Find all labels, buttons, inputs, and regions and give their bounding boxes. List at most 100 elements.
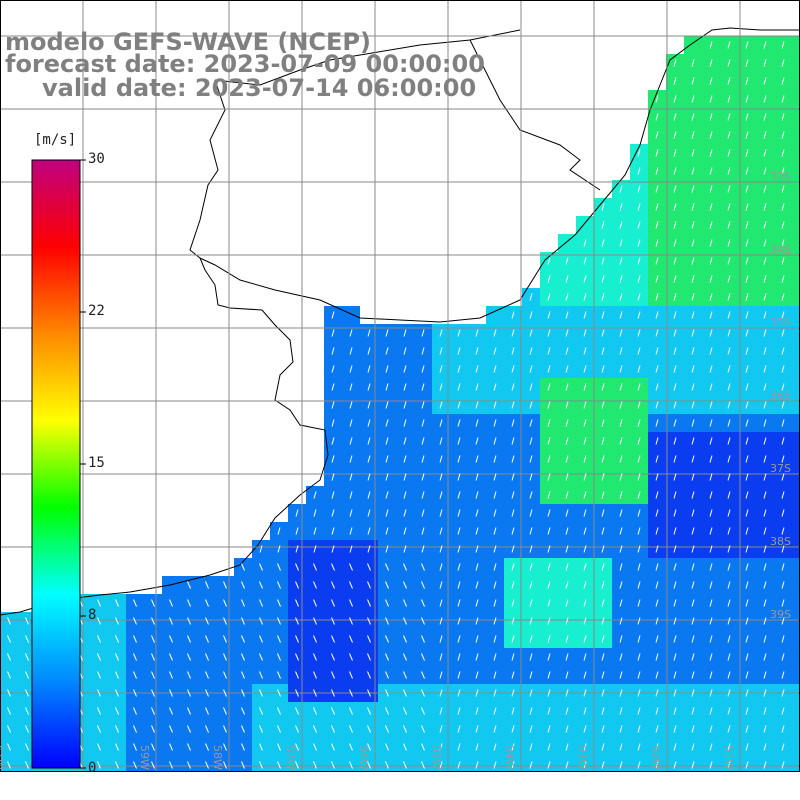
wind-arrow [421,455,425,463]
wind-arrow [403,455,407,463]
wind-arrow [97,707,101,715]
wind-arrow [331,419,335,427]
wind-arrow [385,707,389,715]
wind-arrow [115,617,119,625]
wind-arrow [187,689,191,697]
wind-arrow [673,455,677,463]
wind-arrow [187,743,191,751]
wind-arrow [475,689,479,697]
wind-arrow [691,761,695,769]
wind-arrow [457,671,461,679]
wind-arrow [781,563,785,571]
wind-arrow [637,275,641,283]
wind-arrow [493,617,497,625]
wind-arrow [547,365,551,373]
wind-arrow [745,563,749,571]
wind-arrow [331,527,335,535]
wind-arrow [421,617,425,625]
wind-arrow [115,761,119,769]
wind-arrow [655,509,659,517]
wind-arrow [475,563,479,571]
wind-arrow [763,221,767,229]
wind-arrow [547,293,551,301]
wind-arrow [529,329,533,337]
wind-arrow [205,581,209,589]
wind-arrow [421,419,425,427]
wind-arrow [385,635,389,643]
wind-arrow [529,347,533,355]
wind-arrow [529,401,533,409]
wind-arrow [403,761,407,769]
wind-arrow [259,653,263,661]
wind-arrow [619,653,623,661]
wind-arrow [709,761,713,769]
wind-arrow [331,617,335,625]
wind-arrow [475,725,479,733]
wind-arrow [655,185,659,193]
wind-arrow [169,725,173,733]
wind-arrow [691,185,695,193]
wind-arrow [349,653,353,661]
wind-arrow [619,221,623,229]
wind-arrow [493,635,497,643]
wind-arrow [565,671,569,679]
wind-arrow [781,131,785,139]
wind-arrow [349,761,353,769]
wind-arrow [763,743,767,751]
wind-arrow [439,599,443,607]
wind-arrow [511,491,515,499]
wind-arrow [475,491,479,499]
wind-arrow [781,275,785,283]
wind-arrow [637,167,641,175]
wind-arrow [547,257,551,265]
wind-arrow [673,599,677,607]
wind-arrow [493,329,497,337]
wind-arrow [439,419,443,427]
wind-arrow [673,149,677,157]
wind-arrow [295,581,299,589]
lat-label: 37S [770,462,791,475]
wind-arrow [565,347,569,355]
wind-arrow [781,203,785,211]
wind-arrow [367,689,371,697]
wind-arrow [781,671,785,679]
wind-arrow [673,689,677,697]
wind-arrow [385,509,389,517]
wind-arrow [277,725,281,733]
wind-arrow [475,347,479,355]
ocean-cell [792,756,800,774]
wind-arrow [637,419,641,427]
wind-arrow [745,491,749,499]
wind-arrow [691,167,695,175]
wind-arrow [637,617,641,625]
wind-arrow [403,365,407,373]
wind-arrow [709,221,713,229]
wind-arrow [727,257,731,265]
wind-arrow [727,617,731,625]
wind-arrow [547,545,551,553]
wind-arrow [367,437,371,445]
wind-arrow [457,707,461,715]
wind-arrow [97,743,101,751]
ocean-cell [792,288,800,306]
wind-arrow [601,527,605,535]
wind-arrow [673,419,677,427]
wind-arrow [349,473,353,481]
wind-arrow [439,491,443,499]
wind-arrow [475,365,479,373]
wind-arrow [529,725,533,733]
wind-arrow [349,671,353,679]
ocean-cell [342,306,360,324]
wind-arrow [601,311,605,319]
wind-arrow [655,239,659,247]
wind-arrow [151,743,155,751]
wind-arrow [745,545,749,553]
wind-arrow [529,527,533,535]
lon-label: 58W [211,745,224,770]
wind-arrow [763,653,767,661]
wind-arrow [781,383,785,391]
wind-arrow [745,689,749,697]
wind-arrow [673,221,677,229]
wind-arrow [349,599,353,607]
wind-arrow [727,311,731,319]
